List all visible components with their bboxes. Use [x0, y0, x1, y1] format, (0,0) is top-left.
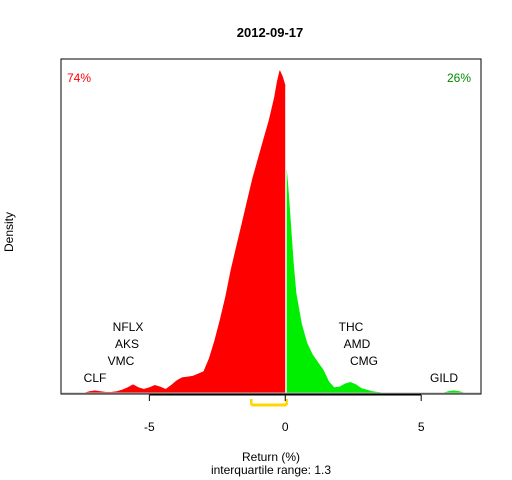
- positive-share-label: 26%: [447, 71, 471, 85]
- annotation-gild: GILD: [430, 371, 458, 385]
- negative-share-label: 74%: [67, 71, 91, 85]
- iqr-caption: interquartile range: 1.3: [211, 463, 331, 477]
- annotation-nflx: NFLX: [113, 320, 144, 334]
- x-tick-label-0: 0: [282, 420, 289, 434]
- density-negative-area: [84, 69, 286, 394]
- chart-title: 2012-09-17: [237, 25, 304, 40]
- annotation-aks: AKS: [115, 337, 139, 351]
- x-axis: -5 0 5: [144, 394, 425, 434]
- annotation-thc: THC: [339, 320, 364, 334]
- y-axis-label: Density: [2, 212, 16, 252]
- x-tick-label--5: -5: [144, 420, 155, 434]
- plot-frame: [60, 58, 482, 395]
- annotation-cmg: CMG: [350, 354, 378, 368]
- annotation-amd: AMD: [344, 337, 371, 351]
- x-axis-label: Return (%): [242, 450, 300, 464]
- density-plot: [84, 69, 465, 394]
- iqr-bracket: [250, 399, 288, 407]
- x-tick-label-5: 5: [418, 420, 425, 434]
- annotation-vmc: VMC: [108, 354, 135, 368]
- annotation-clf: CLF: [84, 371, 107, 385]
